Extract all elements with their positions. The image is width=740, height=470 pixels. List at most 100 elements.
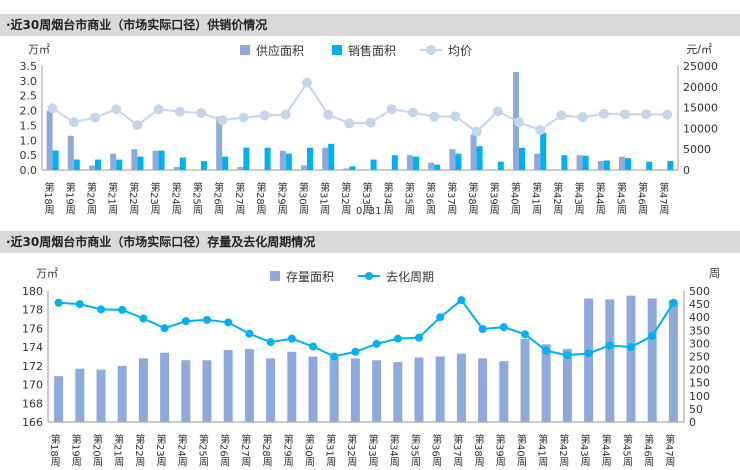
line-point <box>323 109 334 120</box>
x-tick-label: 第27周 <box>233 181 245 216</box>
right-tick-label: 20000 <box>683 81 718 94</box>
x-tick-label: 第31周 <box>324 433 336 468</box>
line-point <box>181 317 190 326</box>
x-tick-label: 第18周 <box>42 181 54 216</box>
x-tick-label: 第36周 <box>430 433 442 468</box>
right-tick-label: 400 <box>689 311 710 324</box>
right-tick-label: 150 <box>689 377 710 390</box>
x-tick-label: 第42周 <box>557 433 569 468</box>
line-point <box>372 339 381 348</box>
left-axis-unit: 万㎡ <box>36 267 58 280</box>
bar-a <box>647 298 657 422</box>
x-tick-label: 第41周 <box>530 181 542 216</box>
line-point <box>118 305 127 314</box>
chart-annotation: 0, 31 <box>356 206 381 217</box>
x-tick-label: 第23周 <box>148 181 160 216</box>
legend-swatch <box>240 45 250 55</box>
bar-b <box>95 159 101 170</box>
bar-a <box>470 134 477 170</box>
bar-a <box>202 360 212 422</box>
bar-a <box>308 356 318 422</box>
legend-label: 销售面积 <box>348 43 396 58</box>
x-tick-label: 第45周 <box>621 433 633 468</box>
panel-title-stock-cycle: ·近30周烟台市商业（市场实际口径）存量及去化周期情况 <box>0 231 740 253</box>
x-tick-label: 第33周 <box>366 433 378 468</box>
bar-a <box>131 149 138 170</box>
bar-a <box>173 167 180 170</box>
bar-b <box>370 159 377 170</box>
right-axis-unit: 周 <box>709 267 720 280</box>
line-point <box>648 332 657 341</box>
bar-b <box>413 156 419 170</box>
line-point <box>584 349 593 358</box>
bar-a <box>322 147 329 170</box>
bar-b <box>328 143 335 170</box>
bar-a <box>266 358 276 422</box>
line-point <box>450 111 461 122</box>
bar-b <box>519 147 525 170</box>
right-tick-label: 50 <box>689 403 703 416</box>
x-tick-label: 第26周 <box>218 433 230 468</box>
bar-a <box>301 165 307 170</box>
line-point <box>224 318 233 327</box>
bar-b <box>222 156 229 170</box>
bar-a <box>181 360 191 422</box>
bar-a <box>223 349 233 422</box>
x-tick-label: 第43周 <box>572 181 584 216</box>
line-point <box>478 324 487 333</box>
bar-b <box>243 147 250 170</box>
bar-b <box>625 158 631 170</box>
line-point <box>556 110 567 121</box>
line-point <box>68 117 79 128</box>
bar-b <box>603 160 610 170</box>
x-tick-label: 第39周 <box>487 181 499 216</box>
line-point <box>344 118 355 129</box>
x-tick-label: 第36周 <box>424 181 436 216</box>
bar-b <box>434 164 441 170</box>
bar-a <box>343 168 350 170</box>
line-point <box>132 120 143 131</box>
legend-label: 供应面积 <box>256 43 304 58</box>
bar-a <box>428 162 435 170</box>
x-tick-label: 第30周 <box>303 433 315 468</box>
left-tick-label: 3.0 <box>20 75 38 88</box>
x-tick-label: 第19周 <box>63 181 75 216</box>
x-tick-label: 第28周 <box>254 181 266 216</box>
bar-b <box>158 150 165 170</box>
bar-b <box>561 155 568 170</box>
line-point <box>330 352 339 361</box>
bar-b <box>455 153 462 170</box>
x-tick-label: 第41周 <box>536 433 548 468</box>
left-tick-label: 174 <box>22 341 43 354</box>
left-tick-label: 3.5 <box>20 60 38 73</box>
x-tick-label: 第45周 <box>615 181 627 216</box>
bar-a <box>54 376 64 422</box>
line-point <box>97 305 105 314</box>
x-tick-label: 第40周 <box>509 181 521 216</box>
bar-b <box>391 155 398 170</box>
line-point <box>386 104 397 115</box>
bar-a <box>237 167 244 170</box>
line-point <box>75 300 84 309</box>
line-point <box>492 106 503 117</box>
line-point <box>47 103 58 114</box>
bar-a <box>117 365 127 422</box>
x-tick-label: 第30周 <box>297 181 309 216</box>
legend-marker <box>426 45 436 55</box>
bar-a <box>138 358 148 422</box>
line-point <box>287 334 296 343</box>
line-point <box>280 109 291 120</box>
line-point <box>160 324 169 333</box>
right-tick-label: 25000 <box>683 60 718 73</box>
bar-a <box>75 368 85 422</box>
bar-a <box>110 153 117 170</box>
x-tick-label: 第27周 <box>239 433 251 468</box>
line-point <box>365 117 376 128</box>
x-tick-label: 第29周 <box>281 433 293 468</box>
line-point <box>217 115 228 126</box>
legend-swatch <box>332 45 342 55</box>
bar-b <box>476 146 483 170</box>
bar-b <box>116 159 123 170</box>
line-point <box>196 108 206 119</box>
line-point <box>471 126 482 137</box>
